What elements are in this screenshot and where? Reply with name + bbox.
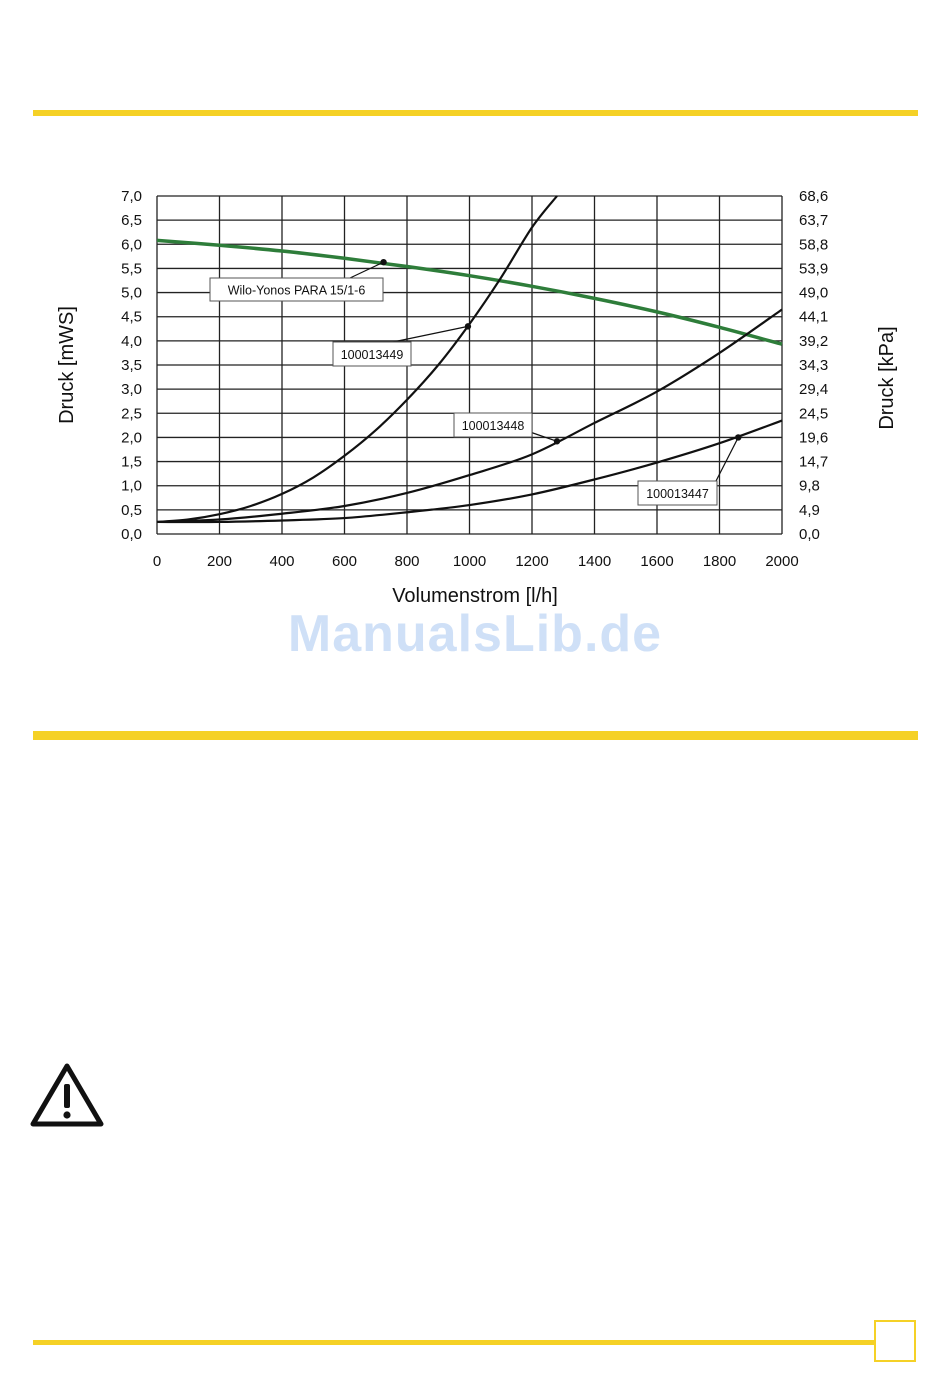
series-line-100013448 [156, 308, 783, 524]
x-tick-label: 400 [269, 553, 294, 570]
annotation-box [209, 277, 384, 302]
x-tick-label: 600 [332, 553, 357, 570]
y-tick-label-right: 29,4 [799, 381, 828, 398]
chart-annotations: Wilo-Yonos PARA 15/1-6 100013449 100013448… [209, 261, 739, 506]
x-tick-label: 800 [394, 553, 419, 570]
y-axis-label-left: Druck [mWS] [56, 306, 78, 424]
watermark-text: ManualsLib.de [287, 605, 663, 663]
y-tick-label-left: 3,0 [121, 381, 142, 398]
series-marker [735, 434, 742, 441]
x-tick-label: 1000 [453, 553, 486, 570]
y-tick-label-right: 53,9 [799, 260, 828, 277]
y-tick-label-right: 34,3 [799, 357, 828, 374]
annotation-label: 100013449 [341, 348, 404, 362]
y-tick-label-right: 39,2 [799, 333, 828, 350]
x-tick-label: 1400 [578, 553, 611, 570]
annotation-box [332, 341, 412, 367]
series-line-pump [156, 238, 783, 346]
y-tick-label-left: 4,5 [121, 309, 142, 326]
y-tick-label-right: 44,1 [799, 309, 828, 326]
top-accent-rule [33, 110, 918, 116]
page-number-box [874, 1320, 916, 1362]
y-tick-label-right: 63,7 [799, 212, 828, 229]
bottom-accent-rule [33, 1340, 875, 1345]
y-tick-label-right: 9,8 [799, 478, 820, 495]
y-tick-label-left: 5,0 [121, 285, 142, 302]
series-line-100013447 [156, 419, 783, 524]
warning-triangle-icon [30, 1063, 104, 1127]
annotation-box [453, 412, 533, 438]
annotation-label: Wilo-Yonos PARA 15/1-6 [228, 284, 366, 298]
y-tick-label-left: 6,5 [121, 212, 142, 229]
y-tick-label-left: 6,0 [121, 236, 142, 253]
y-tick-label-left: 4,0 [121, 333, 142, 350]
chart-tick-labels: 0 200 400 600 800 1000 1200 1400 1600 1800 20000,0… [121, 188, 828, 570]
y-tick-label-right: 4,9 [799, 502, 820, 519]
x-tick-label: 1200 [515, 553, 548, 570]
annotation-label: 100013447 [646, 487, 709, 501]
x-tick-label: 1800 [703, 553, 736, 570]
y-tick-label-right: 58,8 [799, 236, 828, 253]
y-tick-label-right: 0,0 [799, 526, 820, 543]
y-tick-label-left: 1,0 [121, 478, 142, 495]
annotation-box [637, 480, 718, 506]
annotation-leader [392, 325, 469, 343]
x-tick-label: 0 [153, 553, 161, 570]
y-tick-label-left: 7,0 [121, 188, 142, 205]
y-tick-label-left: 5,5 [121, 260, 142, 277]
y-tick-label-left: 2,0 [121, 429, 142, 446]
y-tick-label-left: 3,5 [121, 357, 142, 374]
pump-characteristic-chart: 0 200 400 600 800 1000 1200 1400 1600 1800 20000,0… [56, 188, 898, 607]
chart-series [156, 195, 783, 524]
x-axis-label: Volumenstrom [l/h] [392, 585, 558, 607]
y-tick-label-left: 2,5 [121, 405, 142, 422]
y-axis-label-right: Druck [kPa] [876, 326, 898, 429]
y-tick-label-left: 0,5 [121, 502, 142, 519]
middle-accent-rule [33, 731, 918, 740]
y-tick-label-left: 1,5 [121, 454, 142, 471]
y-tick-label-right: 14,7 [799, 454, 828, 471]
y-tick-label-right: 19,6 [799, 429, 828, 446]
x-tick-label: 200 [207, 553, 232, 570]
y-tick-label-right: 49,0 [799, 285, 828, 302]
series-line-100013449 [156, 195, 558, 524]
annotation-leader [529, 431, 558, 442]
y-tick-label-left: 0,0 [121, 526, 142, 543]
annotation-leader [715, 437, 739, 482]
x-tick-label: 2000 [765, 553, 798, 570]
x-tick-label: 1600 [640, 553, 673, 570]
y-tick-label-right: 68,6 [799, 188, 828, 205]
annotation-leader [349, 261, 384, 279]
annotation-label: 100013448 [462, 419, 525, 433]
y-tick-label-right: 24,5 [799, 405, 828, 422]
